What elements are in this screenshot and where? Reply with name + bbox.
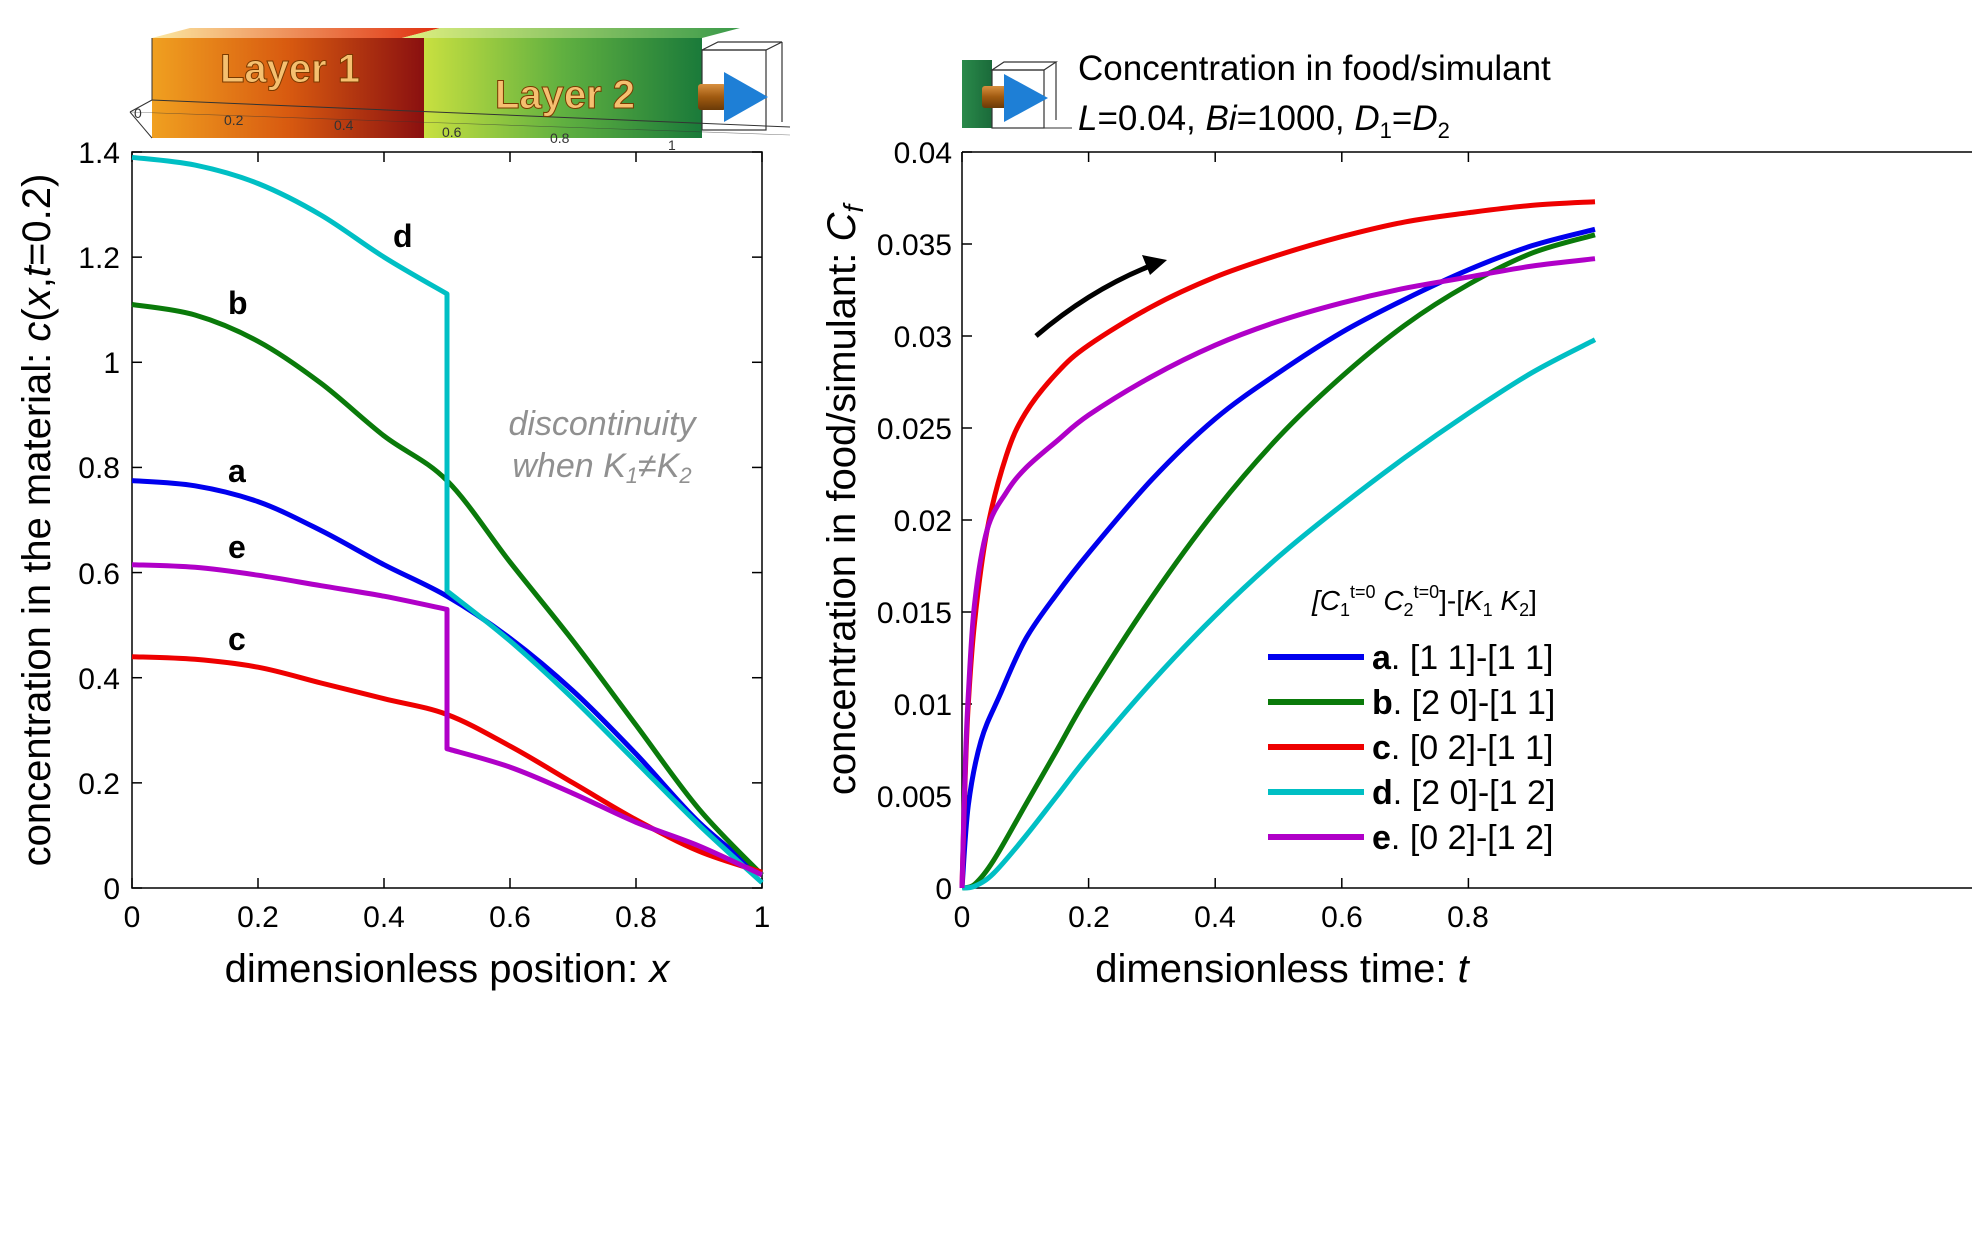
food-simulant-icon xyxy=(962,60,1072,129)
curve-label-b: b xyxy=(228,285,248,321)
trend-arrow xyxy=(1034,255,1167,338)
curve-label-e: e xyxy=(228,529,246,565)
y-tick-label: 0 xyxy=(935,873,952,906)
layer-1-label: Layer 1 xyxy=(220,47,360,91)
left-y-tick-labels: 0 0.2 0.4 0.6 0.8 1 1.2 1.4 xyxy=(78,137,120,906)
discontinuity-note-line2: when K1≠K2 xyxy=(512,447,691,488)
legend-items: a. [1 1]-[1 1] b. [2 0]-[1 1] c. [0 2]-[1 … xyxy=(1268,639,1555,857)
y-tick-label: 0.04 xyxy=(894,137,952,170)
trend-arrow-head xyxy=(1142,255,1167,275)
series-line-b xyxy=(131,302,764,877)
discontinuity-note-line1: discontinuity xyxy=(508,405,697,443)
legend-entry-c: c. [0 2]-[1 1] xyxy=(1372,729,1553,767)
x-tick-label: 0.8 xyxy=(1447,901,1489,934)
x-tick-label: 0 xyxy=(954,901,971,934)
y-tick-label: 0.6 xyxy=(78,558,120,591)
legend-entry-e: e. [0 2]-[1 2] xyxy=(1372,819,1553,857)
right-x-axis-title: dimensionless time: t xyxy=(1095,947,1470,991)
schematic-tick: 0.8 xyxy=(550,130,570,146)
x-tick-label: 0.2 xyxy=(237,901,279,934)
y-tick-label: 0.8 xyxy=(78,452,120,485)
y-tick-label: 1.2 xyxy=(78,242,120,275)
right-series-lines xyxy=(959,199,1597,891)
schematic-tick: 0.2 xyxy=(224,112,244,128)
left-series-lines xyxy=(131,154,764,885)
y-tick-label: 0.035 xyxy=(877,229,952,262)
x-tick-label: 0.6 xyxy=(489,901,531,934)
y-tick-label: 0.025 xyxy=(877,413,952,446)
x-tick-label: 0.2 xyxy=(1068,901,1110,934)
legend-entry-d: d. [2 0]-[1 2] xyxy=(1372,774,1555,812)
left-axis-ticks xyxy=(131,151,763,889)
right-y-tick-labels: 0 0.005 0.01 0.015 0.02 0.025 0.03 0.035… xyxy=(877,137,952,906)
x-tick-label: 0.6 xyxy=(1321,901,1363,934)
y-tick-label: 0.4 xyxy=(78,663,120,696)
outlet-box-top xyxy=(701,41,783,51)
y-tick-label: 0.03 xyxy=(894,321,952,354)
trend-arrow-shaft xyxy=(1034,263,1151,338)
x-tick-label: 0.8 xyxy=(615,901,657,934)
y-tick-label: 0.005 xyxy=(877,781,952,814)
series-line-a xyxy=(959,226,1596,889)
layer-schematic: Layer 1 Layer 2 0 0.2 0.4 0.6 0.8 1 xyxy=(129,28,791,153)
left-plot-frame xyxy=(131,151,763,889)
series-line-d xyxy=(961,337,1597,891)
series-line-e xyxy=(959,256,1596,889)
series-line-a xyxy=(131,478,764,877)
y-tick-label: 1 xyxy=(103,347,120,380)
outlet-arrow-cone-small xyxy=(1004,74,1048,122)
x-tick-label: 0.4 xyxy=(363,901,405,934)
right-y-axis-title: concentration in food/simulant: Cf xyxy=(820,202,869,796)
layer-2-label: Layer 2 xyxy=(495,73,635,117)
left-x-axis-title: dimensionless position: x xyxy=(225,947,672,991)
y-tick-label: 0 xyxy=(103,873,120,906)
y-tick-label: 1.4 xyxy=(78,137,120,170)
right-x-tick-labels: 0 0.2 0.4 0.6 0.8 xyxy=(954,901,1489,934)
curve-label-a: a xyxy=(228,453,246,489)
legend: [C1t=0 C2t=0]-[K1 K2] a. [1 1]-[1 1] b. [… xyxy=(1268,582,1555,857)
layer-1-top-face xyxy=(152,28,440,38)
left-y-axis-title: concentration in the material: c(x,t=0.2… xyxy=(15,174,59,867)
curve-label-c: c xyxy=(228,621,246,657)
left-chart: Layer 1 Layer 2 0 0.2 0.4 0.6 0.8 1 0 0.… xyxy=(15,28,791,991)
layer-1-block xyxy=(152,38,424,138)
x-tick-label: 1 xyxy=(754,901,771,934)
series-line-b xyxy=(961,232,1596,891)
right-header-line2: L=0.04, Bi=1000, D1=D2 xyxy=(1078,99,1450,143)
x-tick-label: 0 xyxy=(124,901,141,934)
series-line-d xyxy=(131,154,764,885)
right-chart: Concentration in food/simulant L=0.04, B… xyxy=(820,49,1972,991)
series-line-e xyxy=(131,562,764,878)
outlet-arrow-cone xyxy=(724,72,768,122)
left-x-tick-labels: 0 0.2 0.4 0.6 0.8 1 xyxy=(124,901,771,934)
legend-entry-b: b. [2 0]-[1 1] xyxy=(1372,684,1555,722)
schematic-tick: 0 xyxy=(134,105,142,121)
y-tick-label: 0.02 xyxy=(894,505,952,538)
layer-2-top-face xyxy=(402,28,740,38)
outlet-cylinder xyxy=(698,84,726,110)
y-tick-label: 0.2 xyxy=(78,768,120,801)
x-tick-label: 0.4 xyxy=(1194,901,1236,934)
y-tick-label: 0.01 xyxy=(894,689,952,722)
schematic-tick: 0.4 xyxy=(334,117,354,133)
schematic-tick: 1 xyxy=(668,137,676,153)
legend-title: [C1t=0 C2t=0]-[K1 K2] xyxy=(1311,582,1537,620)
right-header-line1: Concentration in food/simulant xyxy=(1078,49,1551,88)
schematic-tick: 0.6 xyxy=(442,124,462,140)
legend-entry-a: a. [1 1]-[1 1] xyxy=(1372,639,1553,677)
curve-label-d: d xyxy=(393,218,413,254)
y-tick-label: 0.015 xyxy=(877,597,952,630)
